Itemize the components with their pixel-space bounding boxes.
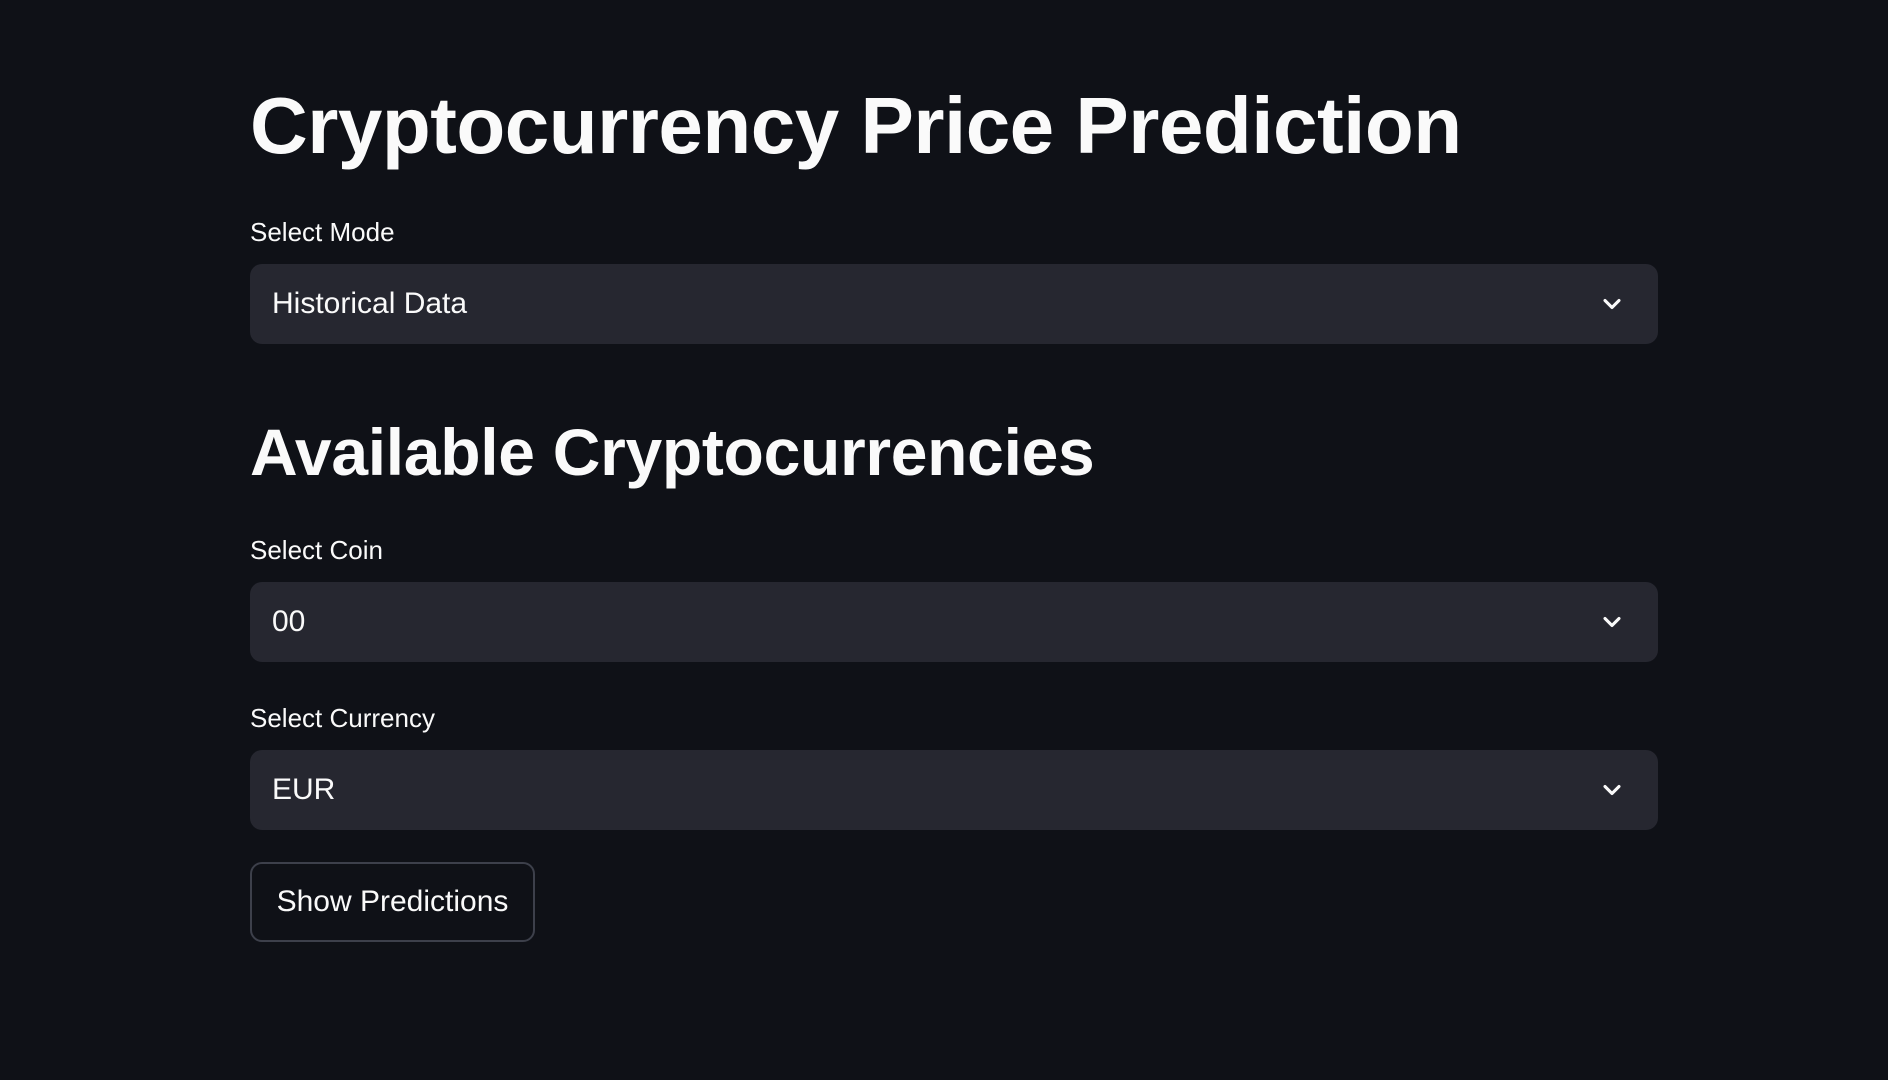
chevron-down-icon: [1603, 298, 1621, 310]
page-title: Cryptocurrency Price Prediction: [250, 81, 1462, 170]
currency-select-value: EUR: [272, 773, 336, 806]
show-predictions-button[interactable]: Show Predictions: [250, 862, 535, 942]
coin-select-value: 00: [272, 605, 306, 638]
coin-select[interactable]: 00: [250, 582, 1658, 662]
section-title: Available Cryptocurrencies: [250, 415, 1095, 489]
select-coin-label: Select Coin: [250, 535, 383, 565]
chevron-down-icon: [1603, 784, 1621, 796]
select-currency-label: Select Currency: [250, 703, 435, 733]
currency-select[interactable]: EUR: [250, 750, 1658, 830]
select-mode-label: Select Mode: [250, 217, 395, 247]
mode-select-value: Historical Data: [272, 287, 468, 320]
chevron-down-icon: [1603, 616, 1621, 628]
mode-select[interactable]: Historical Data: [250, 264, 1658, 344]
